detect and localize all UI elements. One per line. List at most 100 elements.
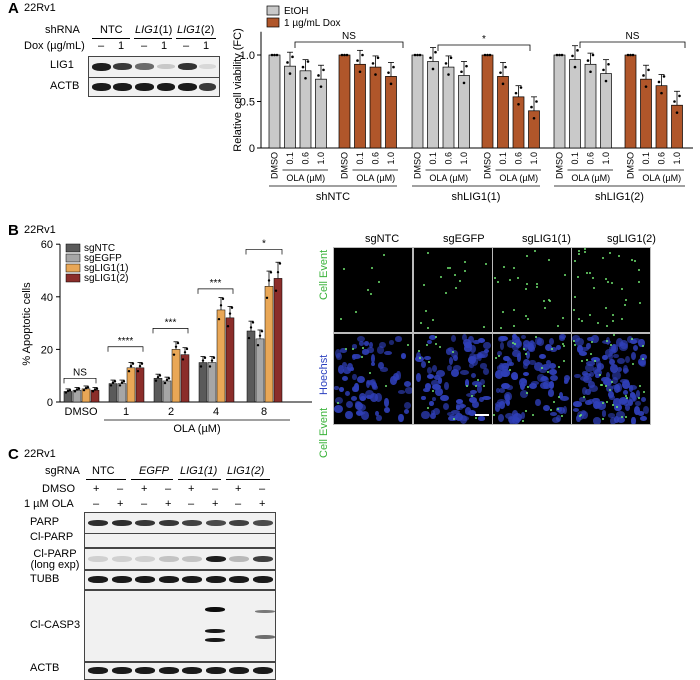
- data-point: [447, 73, 450, 76]
- data-point: [131, 362, 135, 365]
- data-point: [199, 365, 203, 368]
- data-point: [140, 362, 144, 365]
- shrna-label: shRNA: [45, 24, 80, 36]
- blot-c-group: LIG1(1): [180, 465, 218, 477]
- ola-mark: +: [165, 498, 172, 510]
- panel-b-label: B: [8, 222, 19, 239]
- data-point: [219, 304, 223, 307]
- blot-c-row: [84, 662, 276, 680]
- dox-label: Dox (µg/mL): [24, 40, 85, 52]
- data-point: [573, 65, 577, 69]
- data-point: [138, 364, 142, 368]
- bar: [255, 338, 265, 403]
- panel-b-cell-line: 22Rv1: [24, 224, 56, 236]
- data-point: [64, 391, 68, 394]
- data-point: [376, 56, 380, 60]
- bar: [458, 75, 470, 149]
- blot-c-row-label: PARP: [30, 516, 60, 528]
- micro-col-label: sgLIG1(1): [522, 233, 571, 245]
- ola-label: 1 µM OLA: [24, 498, 74, 510]
- data-point: [499, 71, 502, 74]
- bar: [354, 63, 366, 149]
- legend-swatch: [65, 243, 81, 253]
- bar: [108, 383, 118, 403]
- data-point: [642, 74, 645, 77]
- micro-row-label-cellevent: Cell Event: [318, 249, 330, 300]
- y-tick-label: 0: [249, 143, 255, 155]
- shrna-group-label: shLIG1(1): [452, 191, 501, 203]
- data-point: [488, 53, 492, 57]
- bar: [385, 76, 397, 149]
- blot-c-row: [84, 533, 276, 548]
- legend-swatch-etoh: [266, 5, 280, 16]
- data-point: [460, 70, 463, 74]
- x-tick-label: 0.6: [371, 152, 381, 165]
- data-point: [576, 49, 579, 52]
- data-point: [158, 374, 162, 377]
- dmso-mark: –: [117, 483, 124, 495]
- data-point: [586, 59, 590, 62]
- data-point: [154, 379, 158, 382]
- dmso-mark: –: [259, 483, 266, 495]
- x-group-label: OLA (µM): [499, 173, 538, 183]
- data-point: [589, 70, 592, 74]
- data-point: [167, 377, 171, 380]
- data-point: [265, 296, 269, 300]
- data-point: [558, 53, 561, 57]
- dmso-mark: –: [212, 483, 219, 495]
- data-point: [361, 53, 364, 57]
- x-tick-label: 1.0: [386, 152, 396, 165]
- data-point: [73, 390, 77, 393]
- bar: [497, 76, 509, 149]
- x-group-label: OLA (µM): [571, 173, 610, 183]
- data-point: [274, 289, 278, 292]
- ola-mark: –: [188, 498, 195, 510]
- data-point: [319, 85, 323, 88]
- ola-mark: –: [93, 498, 100, 510]
- dmso-mark: +: [188, 483, 195, 495]
- data-point: [91, 390, 95, 393]
- data-point: [517, 102, 520, 106]
- data-point: [501, 82, 505, 86]
- data-point: [340, 53, 344, 57]
- data-point: [647, 68, 650, 72]
- blot-a-lig1: [88, 56, 220, 78]
- x-tick-label: DMSO: [340, 152, 350, 179]
- blot-c-row-label: ACTB: [30, 662, 60, 674]
- significance-bracket: [437, 44, 531, 51]
- data-point: [228, 312, 232, 315]
- bar: [198, 362, 208, 403]
- data-point: [127, 370, 131, 373]
- data-point: [258, 334, 262, 337]
- dox-mark: –: [183, 40, 190, 52]
- data-point: [389, 82, 393, 86]
- data-point: [604, 79, 608, 83]
- data-point: [591, 53, 595, 57]
- data-point: [172, 353, 176, 356]
- data-point: [129, 364, 133, 368]
- data-point: [185, 347, 189, 351]
- blot-a-group-line: [92, 38, 130, 39]
- ola-mark: +: [259, 498, 266, 510]
- data-point: [387, 71, 390, 74]
- ola-mark: –: [235, 498, 242, 510]
- data-point: [267, 279, 271, 282]
- x-tick-label: 0.6: [657, 152, 667, 165]
- bar: [411, 54, 424, 149]
- legend-swatch: [65, 263, 81, 273]
- data-point: [571, 54, 574, 58]
- significance-bracket: [579, 41, 686, 48]
- x-tick-label: 0.6: [514, 152, 524, 165]
- micro-col-label: sgLIG1(2): [607, 233, 656, 245]
- y-tick-label: 60: [41, 239, 53, 251]
- micro-col-label: sgEGFP: [443, 233, 485, 245]
- y-tick-label: 0.5: [240, 97, 255, 109]
- data-point: [84, 386, 88, 390]
- x-group-label: OLA (µM): [286, 173, 325, 183]
- x-group-label: OLA (µM): [642, 173, 681, 183]
- bar: [640, 78, 652, 149]
- data-point: [631, 53, 635, 57]
- data-point: [269, 271, 273, 274]
- x-group-label: OLA (µM): [356, 173, 395, 183]
- y-axis-label: % Apoptotic cells: [21, 282, 33, 366]
